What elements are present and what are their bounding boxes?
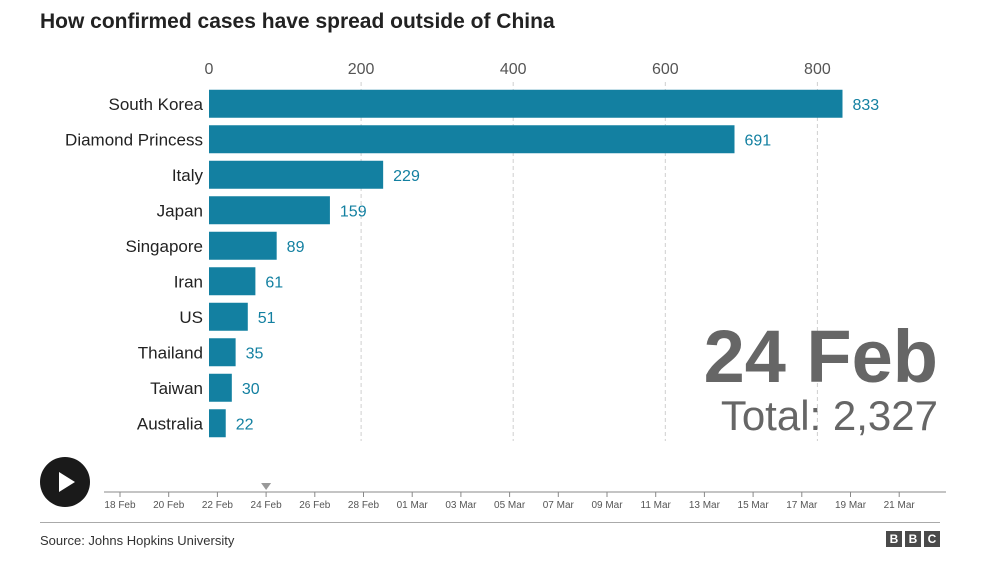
bar (209, 409, 226, 438)
timeline-label: 19 Mar (835, 500, 867, 511)
value-label: 61 (265, 274, 283, 291)
source-note: Source: Johns Hopkins University (40, 533, 235, 548)
x-axis-ticks: 0 200 400 600 800 (205, 61, 831, 78)
timeline-slider[interactable]: 18 Feb 20 Feb 22 Feb 24 Feb 26 Feb 28 Feb 01 M… (104, 483, 946, 511)
timeline-label: 20 Feb (153, 500, 185, 511)
bar (209, 338, 236, 367)
value-label: 833 (852, 97, 879, 114)
timeline-label: 21 Mar (884, 500, 916, 511)
value-label: 35 (246, 345, 264, 362)
bbc-logo-letter: C (924, 531, 940, 547)
x-tick-label: 0 (205, 61, 214, 78)
category-label: Iran (174, 272, 203, 291)
value-label: 22 (236, 416, 254, 433)
timeline-label: 15 Mar (738, 500, 770, 511)
play-button[interactable] (40, 457, 90, 507)
bar (209, 160, 384, 189)
value-label: 89 (287, 239, 305, 256)
x-tick-label: 400 (500, 61, 527, 78)
value-label: 159 (340, 203, 367, 220)
bar (209, 125, 735, 154)
timeline-label: 22 Feb (202, 500, 234, 511)
timeline-label: 17 Mar (786, 500, 818, 511)
timeline-label: 07 Mar (543, 500, 575, 511)
category-label: South Korea (108, 95, 203, 114)
timeline-label: 03 Mar (445, 500, 477, 511)
bbc-logo: B B C (886, 531, 940, 547)
timeline-label: 18 Feb (104, 500, 136, 511)
timeline-label: 13 Mar (689, 500, 721, 511)
bar (209, 231, 277, 260)
bar (209, 196, 330, 225)
category-label: Taiwan (150, 379, 203, 398)
value-label: 30 (242, 381, 260, 398)
category-label: Singapore (125, 237, 203, 256)
timeline-label: 11 Mar (641, 500, 672, 511)
timeline-label: 26 Feb (299, 500, 331, 511)
bbc-logo-letter: B (886, 531, 902, 547)
footer-divider (40, 522, 940, 523)
value-label: 691 (745, 132, 772, 149)
bar (209, 373, 232, 402)
current-date-label: 24 Feb (704, 315, 938, 398)
bar (209, 302, 248, 331)
x-tick-label: 800 (804, 61, 831, 78)
category-labels: South Korea Diamond Princess Italy Japan Sin… (65, 95, 203, 434)
category-label: Italy (172, 166, 204, 185)
category-label: Thailand (138, 343, 203, 362)
category-label: Diamond Princess (65, 130, 203, 149)
category-label: US (179, 308, 203, 327)
timeline-label: 05 Mar (494, 500, 526, 511)
play-icon (59, 472, 75, 492)
timeline-handle[interactable] (261, 483, 272, 490)
chart-title: How confirmed cases have spread outside … (40, 10, 555, 33)
bar (209, 267, 256, 296)
category-label: Japan (157, 201, 203, 220)
bar (209, 89, 843, 118)
x-tick-label: 600 (652, 61, 679, 78)
timeline-label: 01 Mar (397, 500, 429, 511)
category-label: Australia (137, 414, 204, 433)
value-labels: 833 691 229 159 89 61 51 35 30 22 (236, 97, 880, 434)
value-label: 229 (393, 168, 420, 185)
bbc-logo-letter: B (905, 531, 921, 547)
x-tick-label: 200 (348, 61, 375, 78)
bars (209, 89, 843, 438)
timeline-label: 09 Mar (591, 500, 623, 511)
value-label: 51 (258, 310, 276, 327)
timeline-label: 28 Feb (348, 500, 380, 511)
total-label: Total: 2,327 (721, 392, 938, 439)
timeline-label: 24 Feb (251, 500, 283, 511)
